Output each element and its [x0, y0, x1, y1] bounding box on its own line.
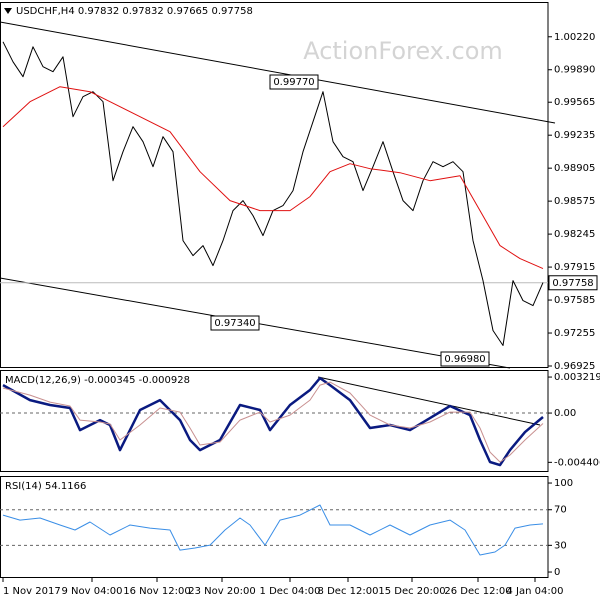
series-line — [2, 86, 544, 270]
x-tick-label: 1 Dec 04:00 — [260, 586, 321, 597]
panel-title: USDCHF,H4 0.97832 0.97832 0.97665 0.9775… — [16, 6, 253, 17]
series-line — [2, 504, 544, 556]
x-tick-label: 26 Dec 12:00 — [444, 586, 511, 597]
x-tick-label: 23 Nov 20:00 — [188, 586, 255, 597]
y-tick-label: 1.00220 — [554, 32, 595, 43]
y-tick-label: 0.96925 — [554, 361, 595, 372]
y-tick-label: 100 — [554, 478, 573, 489]
x-tick-label: 16 Nov 12:00 — [123, 586, 190, 597]
macd-trendline — [317, 376, 541, 426]
y-tick-label: 0.97915 — [554, 262, 595, 273]
x-tick-label: 8 Dec 12:00 — [318, 586, 379, 597]
y-tick-label: 70 — [554, 505, 567, 516]
y-tick-label: 0.97255 — [554, 328, 595, 339]
annotation-box — [440, 351, 490, 367]
y-tick-label: 0.00 — [554, 408, 576, 419]
annotation: 0.96980 — [444, 354, 485, 365]
annotation: 0.97340 — [214, 318, 255, 329]
y-tick-label: 0.003219 — [554, 372, 600, 383]
y-tick-label: 0.98575 — [554, 196, 595, 207]
annotation-box — [210, 315, 260, 331]
x-tick-label: 9 Nov 04:00 — [61, 586, 122, 597]
panel-frame — [0, 2, 549, 368]
last-price-box — [548, 275, 598, 291]
y-tick-label: 0.99890 — [554, 65, 595, 76]
channel-upper — [0, 21, 556, 124]
x-tick-label: 4 Jan 04:00 — [507, 586, 564, 597]
panel-title: RSI(14) 54.1166 — [5, 481, 86, 492]
panel-frame — [0, 370, 549, 472]
panel-title: MACD(12,26,9) -0.000345 -0.000928 — [5, 375, 190, 386]
y-tick-label: 0 — [554, 567, 560, 578]
last-price-label: 0.97758 — [552, 278, 593, 289]
series-line — [2, 381, 544, 463]
x-tick-label: 1 Nov 2017 — [3, 586, 61, 597]
y-tick-label: 30 — [554, 540, 567, 551]
panel-frame — [0, 476, 549, 578]
annotation-box — [269, 74, 319, 90]
y-tick-label: 0.99565 — [554, 97, 595, 108]
y-tick-label: 0.98905 — [554, 163, 595, 174]
menu-arrow — [4, 8, 12, 14]
watermark: ActionForex.com — [303, 37, 503, 65]
y-tick-label: 0.99235 — [554, 130, 595, 141]
y-tick-label: 0.98245 — [554, 229, 595, 240]
y-tick-label: 0.97585 — [554, 295, 595, 306]
x-tick-label: 15 Dec 20:00 — [378, 586, 445, 597]
annotation: 0.99770 — [273, 77, 314, 88]
y-tick-label: -0.004406 — [554, 457, 600, 468]
